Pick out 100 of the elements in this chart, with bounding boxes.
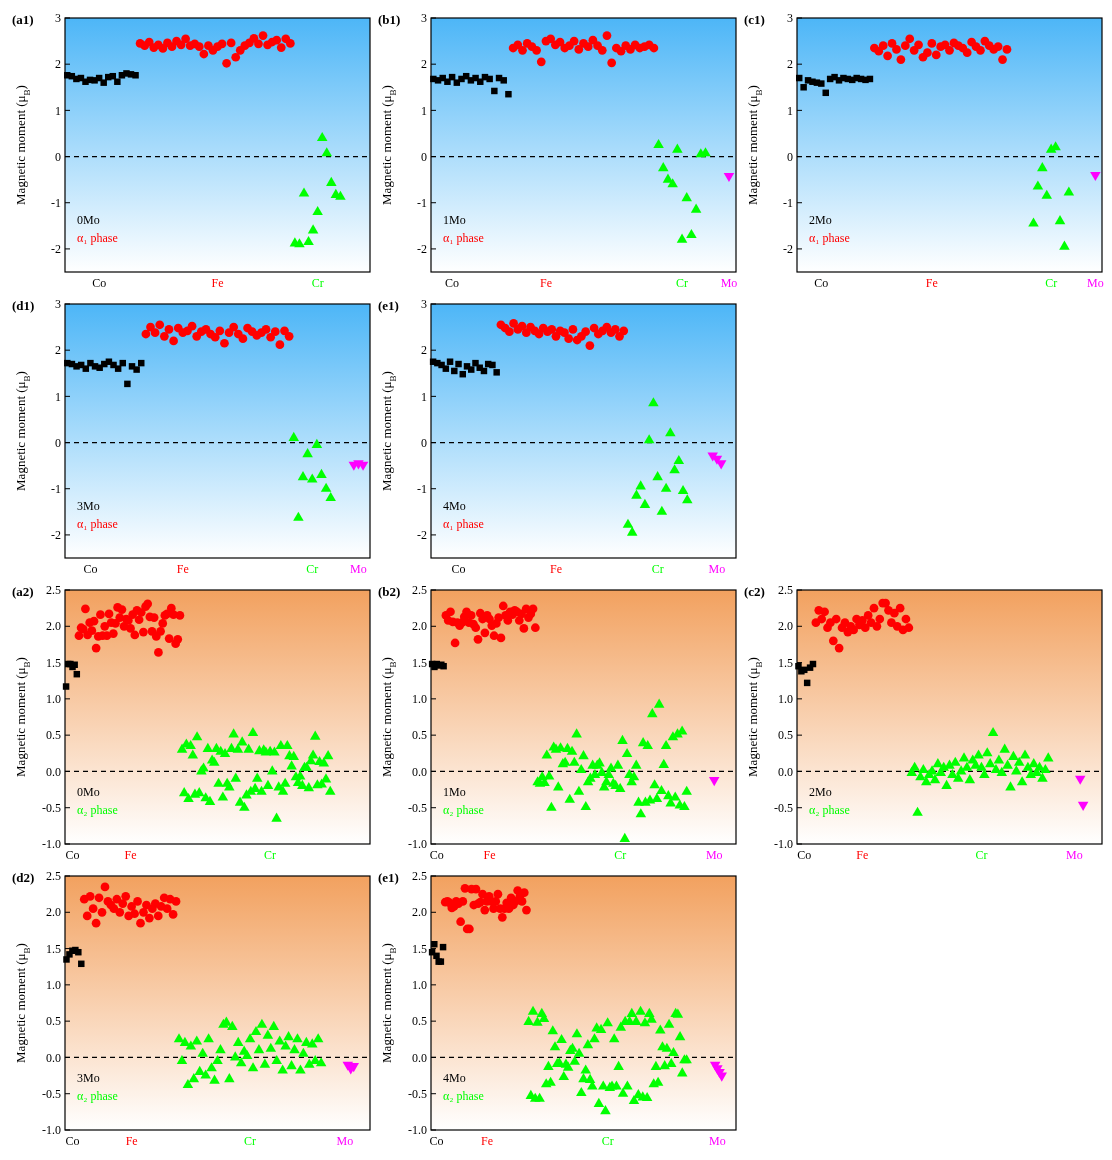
x-tick-label: Co [65,848,80,862]
y-tick-label: 0.5 [412,1014,427,1029]
x-tick-label: Fe [125,1134,138,1148]
y-tick-label: 0.5 [412,728,427,743]
x-tick-label: Mo [1066,848,1083,862]
y-tick-label: 2 [55,343,61,358]
y-tick-label: 2 [55,57,61,72]
y-tick-label: -0.5 [408,1086,427,1101]
x-tick-label: Fe [549,562,562,576]
y-tick-label: -1.0 [408,1123,427,1138]
y-tick-label: 0.0 [412,764,427,779]
x-tick-label: Co [429,848,444,862]
y-tick-label: 3 [55,297,61,312]
x-tick-label: Co [65,1134,80,1148]
y-tick-label: 2.0 [778,619,793,634]
annotation: 2Mo [809,785,832,799]
annotation: 1Mo [443,785,466,799]
chart-title: (d2) [12,870,35,885]
y-tick-label: -1.0 [408,837,427,852]
y-tick-label: 1 [55,103,61,118]
x-tick-label: Mo [708,562,726,576]
x-tick-label: Cr [311,276,324,290]
y-tick-label: -2 [51,242,61,257]
x-tick-label: Co [429,1134,444,1148]
annotation: 0Mo [77,213,100,227]
y-tick-label: 2.0 [46,619,61,634]
y-tick-label: 0 [55,435,61,450]
y-tick-label: 1.0 [778,692,793,707]
annotation: 3Mo [77,1071,100,1085]
x-tick-label: Cr [306,562,319,576]
y-tick-label: 2.5 [778,583,793,598]
y-tick-label: 2 [787,57,793,72]
y-tick-label: -2 [783,242,793,257]
chart-title: (e1) [378,870,399,885]
x-tick-label: Cr [676,276,689,290]
y-tick-label: 1 [421,389,427,404]
y-tick-label: -2 [417,528,427,543]
y-tick-label: 3 [55,11,61,26]
annotation: α₁ phase [77,517,118,531]
x-tick-label: Mo [720,276,738,290]
y-tick-label: -1 [783,195,793,210]
x-tick-label: Cr [264,848,277,862]
annotation: 2Mo [809,213,832,227]
y-tick-label: -0.5 [42,800,61,815]
x-tick-label: Cr [975,848,988,862]
y-tick-label: -0.5 [408,800,427,815]
x-tick-label: Co [92,276,107,290]
x-tick-label: Fe [856,848,869,862]
y-tick-label: 0 [421,149,427,164]
annotation: 1Mo [443,213,466,227]
y-tick-label: -1 [51,481,61,496]
x-tick-label: Fe [211,276,224,290]
annotation: α₁ phase [77,231,118,245]
y-tick-label: 2.5 [46,869,61,884]
x-tick-label: Mo [350,562,367,576]
y-tick-label: 2.0 [412,905,427,920]
y-tick-label: 0 [55,149,61,164]
y-tick-label: 3 [787,11,793,26]
y-tick-label: -0.5 [774,800,793,815]
x-tick-label: Cr [244,1134,257,1148]
x-tick-label: Fe [483,848,496,862]
chart-title: (a2) [12,584,34,599]
annotation: 3Mo [77,499,100,513]
y-tick-label: -1 [51,195,61,210]
y-tick-label: -0.5 [42,1086,61,1101]
annotation: α₂ phase [443,803,484,817]
x-tick-label: Mo [709,1134,726,1148]
y-tick-label: 2.5 [412,869,427,884]
y-tick-label: 1.0 [46,692,61,707]
chart-title: (c2) [744,584,765,599]
annotation: 0Mo [77,785,100,799]
y-tick-label: 3 [421,11,427,26]
x-tick-label: Cr [601,1134,614,1148]
y-tick-label: 0 [421,435,427,450]
annotation: 4Mo [443,499,466,513]
annotation: α₂ phase [77,803,118,817]
y-tick-label: 1 [421,103,427,118]
y-tick-label: 2.5 [412,583,427,598]
y-tick-label: 0 [787,149,793,164]
y-tick-label: 1.5 [412,655,427,670]
y-tick-label: 2.5 [46,583,61,598]
annotation: α₁ phase [443,231,484,245]
y-tick-label: 1 [55,389,61,404]
annotation: α₂ phase [809,803,850,817]
y-tick-label: 0.0 [412,1050,427,1065]
y-tick-label: 1.5 [46,655,61,670]
x-tick-label: Co [814,276,829,290]
y-tick-label: 1.0 [412,978,427,993]
x-tick-label: Fe [925,276,938,290]
y-tick-label: 0.0 [46,764,61,779]
y-tick-label: 0.5 [46,1014,61,1029]
x-tick-label: Fe [124,848,137,862]
x-tick-label: Co [797,848,812,862]
y-tick-label: 0.0 [778,764,793,779]
annotation: α₁ phase [809,231,850,245]
annotation: α₂ phase [443,1089,484,1103]
chart-title: (b2) [378,584,401,599]
x-tick-label: Fe [539,276,552,290]
y-tick-label: -1 [417,195,427,210]
y-tick-label: 1.5 [778,655,793,670]
